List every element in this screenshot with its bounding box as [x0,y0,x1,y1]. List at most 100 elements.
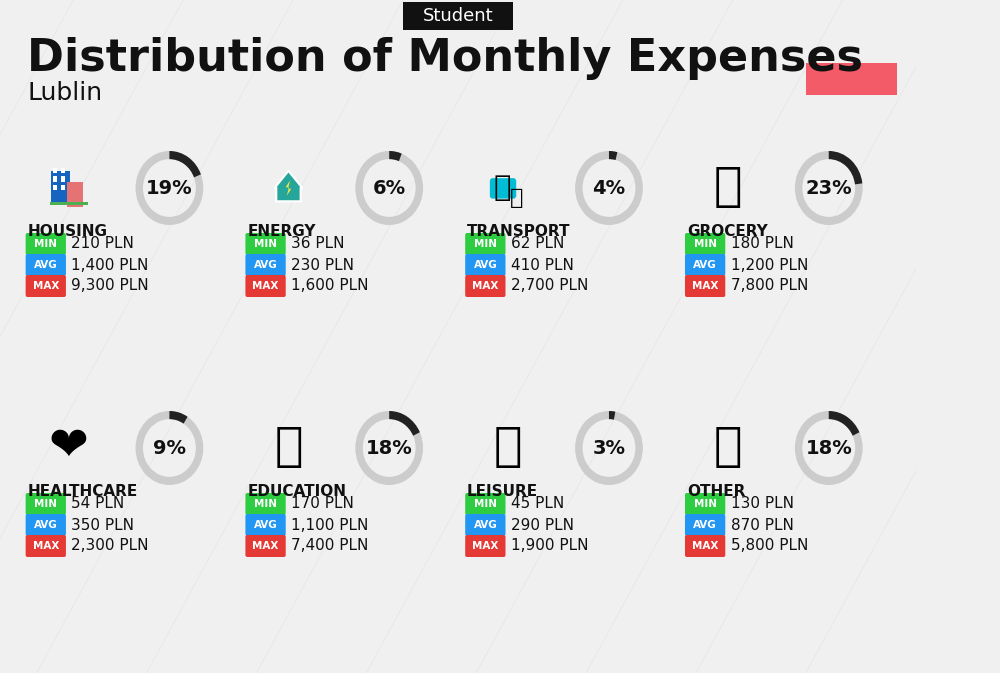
Text: AVG: AVG [34,260,58,270]
FancyBboxPatch shape [685,254,725,276]
Text: AVG: AVG [473,260,497,270]
Text: MIN: MIN [254,499,277,509]
Text: GROCERY: GROCERY [687,223,768,238]
Text: AVG: AVG [473,520,497,530]
FancyBboxPatch shape [26,275,66,297]
Wedge shape [575,151,643,225]
Text: 3%: 3% [592,439,625,458]
Wedge shape [169,151,201,178]
Text: Distribution of Monthly Expenses: Distribution of Monthly Expenses [27,36,863,79]
FancyBboxPatch shape [490,178,516,199]
Text: 62 PLN: 62 PLN [511,236,564,252]
Text: MAX: MAX [252,541,279,551]
FancyBboxPatch shape [465,493,505,515]
FancyBboxPatch shape [26,514,66,536]
Text: MIN: MIN [34,499,57,509]
Text: 18%: 18% [805,439,852,458]
Bar [53,184,57,190]
FancyBboxPatch shape [245,254,286,276]
Text: 210 PLN: 210 PLN [71,236,134,252]
Text: MIN: MIN [694,499,717,509]
Bar [53,176,57,182]
Text: 1,600 PLN: 1,600 PLN [291,279,369,293]
Wedge shape [136,411,203,485]
Text: AVG: AVG [34,520,58,530]
FancyBboxPatch shape [685,535,725,557]
FancyBboxPatch shape [685,514,725,536]
FancyBboxPatch shape [245,535,286,557]
FancyBboxPatch shape [26,254,66,276]
Bar [51,171,70,203]
Text: OTHER: OTHER [687,483,745,499]
Text: 1,100 PLN: 1,100 PLN [291,518,369,532]
Text: 45 PLN: 45 PLN [511,497,564,511]
Text: MAX: MAX [472,281,499,291]
Text: 🚌: 🚌 [494,174,511,202]
Text: 350 PLN: 350 PLN [71,518,134,532]
FancyBboxPatch shape [465,254,505,276]
Text: 1,400 PLN: 1,400 PLN [71,258,149,273]
Wedge shape [136,151,203,225]
Text: 290 PLN: 290 PLN [511,518,574,532]
FancyBboxPatch shape [245,275,286,297]
Wedge shape [575,411,643,485]
Text: HEALTHCARE: HEALTHCARE [27,483,138,499]
Wedge shape [795,151,863,225]
FancyBboxPatch shape [245,233,286,255]
Text: 7,400 PLN: 7,400 PLN [291,538,369,553]
Text: 1,200 PLN: 1,200 PLN [731,258,808,273]
FancyBboxPatch shape [26,493,66,515]
FancyBboxPatch shape [403,2,513,30]
Text: 9,300 PLN: 9,300 PLN [71,279,149,293]
Wedge shape [389,151,402,161]
Text: HOUSING: HOUSING [27,223,107,238]
Text: TRANSPORT: TRANSPORT [467,223,571,238]
Wedge shape [609,411,615,420]
Wedge shape [829,411,859,435]
Text: 54 PLN: 54 PLN [71,497,125,511]
Text: 180 PLN: 180 PLN [731,236,794,252]
FancyBboxPatch shape [465,535,505,557]
Text: EDUCATION: EDUCATION [247,483,346,499]
Text: ❤️: ❤️ [49,425,89,470]
Text: AVG: AVG [693,260,717,270]
Text: 230 PLN: 230 PLN [291,258,354,273]
Text: AVG: AVG [693,520,717,530]
Text: ENERGY: ENERGY [247,223,316,238]
Polygon shape [286,180,291,196]
Text: MAX: MAX [472,541,499,551]
Text: MIN: MIN [34,239,57,249]
Text: 18%: 18% [366,439,413,458]
Text: MAX: MAX [692,541,718,551]
Text: 870 PLN: 870 PLN [731,518,794,532]
Text: LEISURE: LEISURE [467,483,538,499]
Wedge shape [829,151,862,184]
Text: MAX: MAX [33,541,59,551]
Text: AVG: AVG [254,260,277,270]
Text: 🚗: 🚗 [510,188,524,207]
FancyBboxPatch shape [685,275,725,297]
FancyBboxPatch shape [26,535,66,557]
Text: MIN: MIN [474,239,497,249]
Text: 5,800 PLN: 5,800 PLN [731,538,808,553]
Text: 130 PLN: 130 PLN [731,497,794,511]
Wedge shape [169,411,188,423]
FancyBboxPatch shape [245,493,286,515]
Text: MAX: MAX [252,281,279,291]
Text: 🎓: 🎓 [274,425,303,470]
FancyBboxPatch shape [806,63,897,95]
Text: MIN: MIN [694,239,717,249]
Text: 7,800 PLN: 7,800 PLN [731,279,808,293]
Text: 19%: 19% [146,178,193,197]
Text: 410 PLN: 410 PLN [511,258,574,273]
FancyBboxPatch shape [685,233,725,255]
Bar [61,168,65,173]
Text: 👝: 👝 [714,425,742,470]
Text: Student: Student [423,7,493,25]
Text: 1,900 PLN: 1,900 PLN [511,538,588,553]
Text: 36 PLN: 36 PLN [291,236,345,252]
Bar [53,168,57,173]
Text: 2,700 PLN: 2,700 PLN [511,279,588,293]
Text: 6%: 6% [373,178,406,197]
Text: MAX: MAX [692,281,718,291]
